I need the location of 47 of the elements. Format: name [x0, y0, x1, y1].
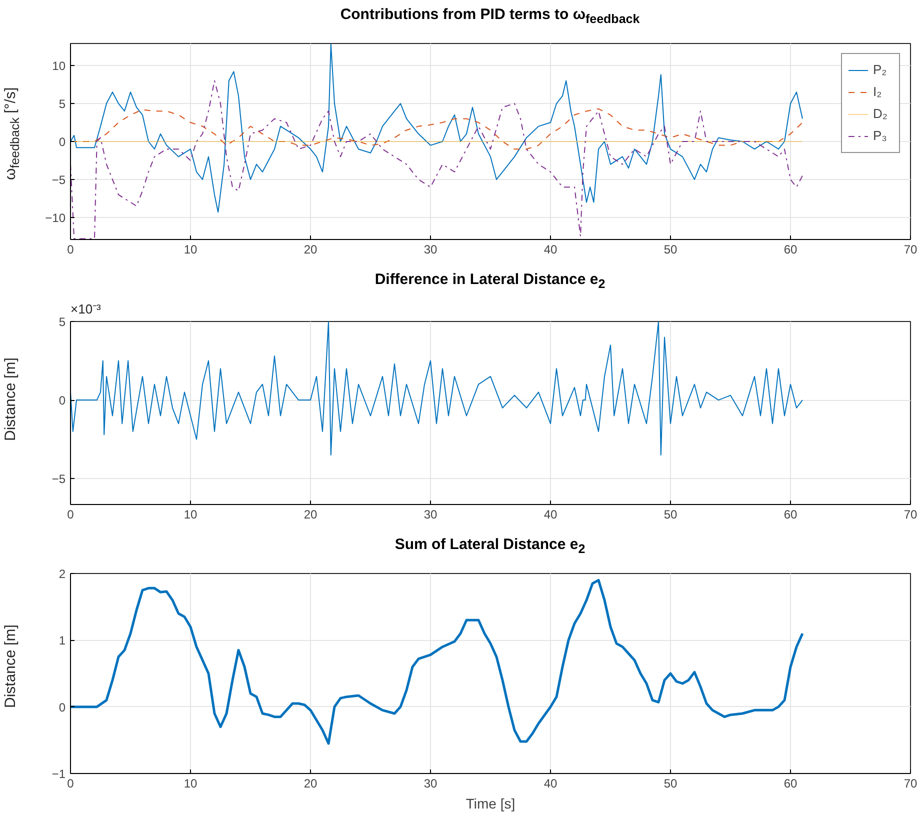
legend-label: I₂: [873, 84, 883, 100]
line-series: [70, 80, 803, 240]
x-tick-label: 60: [784, 242, 798, 256]
x-tick-label: 50: [664, 776, 678, 790]
y-axis-title: Distance [m]: [1, 357, 20, 440]
line-series: [70, 44, 803, 212]
x-tick-label: 40: [544, 776, 558, 790]
x-tick-label: 20: [304, 776, 318, 790]
y-tick-label: 5: [58, 314, 66, 329]
y-tick-label: 0: [58, 393, 66, 408]
chart-title: Difference in Lateral Distance e$_{2}$: [374, 270, 606, 293]
chart-title: Sum of Lateral Distance e$_{2}$: [394, 534, 586, 558]
x-tick-label: 60: [784, 776, 798, 790]
x-tick-label: 70: [904, 507, 918, 522]
legend-label: D₂: [873, 106, 888, 122]
x-tick-label: 30: [424, 776, 438, 790]
y-tick-label: 0: [58, 700, 66, 714]
y-tick-label: 1: [58, 633, 66, 648]
x-tick-label: 50: [664, 507, 678, 522]
line-series: [70, 578, 804, 744]
y-tick-label: −10: [45, 210, 66, 225]
legend-label: P₃: [873, 128, 888, 144]
y-tick-label: −5: [52, 172, 66, 187]
y-tick-label: −1: [52, 766, 66, 781]
y-tick-label: 5: [58, 96, 66, 111]
y-tick-label: 0: [58, 134, 66, 149]
x-axis-title: Time [s]: [466, 795, 516, 812]
x-tick-label: 10: [184, 242, 198, 256]
y-axis-title: Distance [m]: [1, 624, 20, 708]
x-tick-label: 10: [184, 507, 198, 522]
x-tick-label: 40: [544, 507, 558, 522]
x-tick-label: 40: [544, 242, 558, 256]
x-tick-label: 70: [904, 242, 918, 256]
y-tick-label: 10: [52, 58, 66, 73]
x-tick-label: 60: [784, 507, 798, 522]
legend-label: P₂: [873, 62, 888, 78]
x-tick-label: 20: [304, 507, 318, 522]
x-tick-label: 70: [904, 776, 918, 790]
x-tick-label: 30: [424, 242, 438, 256]
text: ×10⁻³: [70, 301, 102, 316]
y-tick-label: 2: [58, 566, 66, 581]
y-tick-label: −5: [52, 472, 66, 486]
x-tick-label: 50: [664, 242, 678, 256]
x-tick-label: 20: [304, 242, 318, 256]
x-tick-label: 10: [184, 776, 198, 790]
x-tick-label: 30: [424, 507, 438, 522]
chart-title: Contributions from PID terms to ω$_{feedback}$: [340, 5, 640, 28]
